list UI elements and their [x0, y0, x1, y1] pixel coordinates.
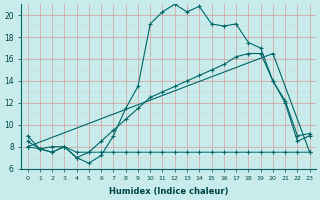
X-axis label: Humidex (Indice chaleur): Humidex (Indice chaleur): [109, 187, 228, 196]
